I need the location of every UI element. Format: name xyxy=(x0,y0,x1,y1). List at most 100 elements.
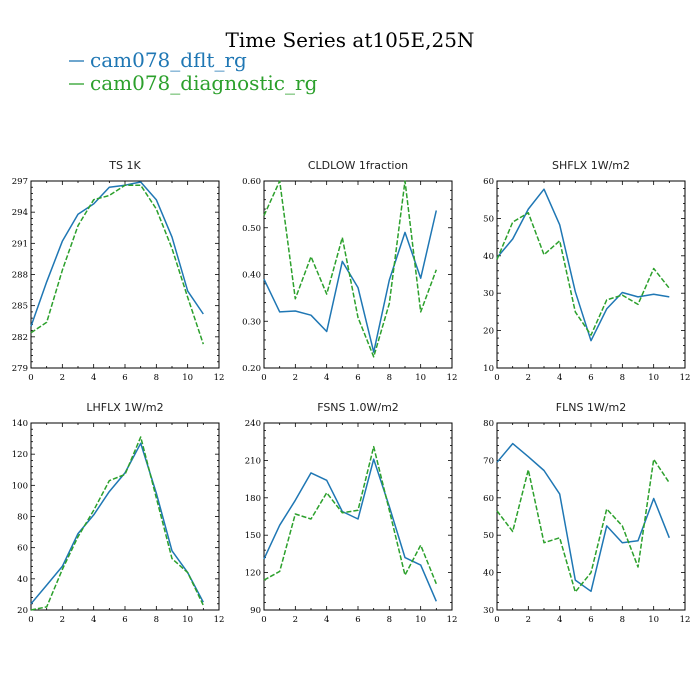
y-tick-label: 120 xyxy=(245,569,261,579)
x-tick-label: 4 xyxy=(324,373,329,383)
series-line-diagnostic xyxy=(30,436,204,611)
x-tick-label: 8 xyxy=(154,373,159,383)
panels-group: TS 1K0 2 4 6 8 10 12279282285288291294297CLDLO… xyxy=(12,159,691,625)
series-line-diagnostic xyxy=(263,445,437,585)
legend-label-diagnostic: cam078_diagnostic_rg xyxy=(90,71,318,95)
y-tick-label: 180 xyxy=(245,494,261,504)
x-tick-label: 10 xyxy=(648,373,659,383)
x-tick-label: 12 xyxy=(447,615,458,625)
series-line-dflt xyxy=(496,188,670,342)
x-tick-label: 10 xyxy=(182,373,193,383)
y-tick-label: 210 xyxy=(245,456,261,466)
panel-6: FLNS 1W/m2 0 2 4 6 8 10 12 30 40 50 60 70 80 xyxy=(483,401,690,625)
y-tick-label: 150 xyxy=(245,531,261,541)
x-tick-label: 2 xyxy=(526,373,531,383)
y-tick-label: 294 xyxy=(12,208,28,218)
x-tick-label: 0 xyxy=(261,373,266,383)
x-tick-label: 2 xyxy=(293,373,298,383)
x-tick-label: 8 xyxy=(620,373,625,383)
x-tick-label: 6 xyxy=(588,615,593,625)
y-tick-label: 279 xyxy=(12,364,28,374)
x-tick-label: 0 xyxy=(28,615,33,625)
x-tick-label: 12 xyxy=(680,615,691,625)
y-tick-label: 297 xyxy=(12,177,28,187)
x-tick-label: 10 xyxy=(415,615,426,625)
y-tick-label: 70 xyxy=(483,456,494,466)
panel-title: FSNS 1.0W/m2 xyxy=(317,401,399,414)
panel-2: CLDLOW 1fraction 0 2 4 6 8 10 12 0.20 0.30 0.40 0.5… xyxy=(242,159,457,383)
series-line-diagnostic xyxy=(30,184,205,345)
series-line-dflt xyxy=(496,442,670,593)
x-tick-label: 2 xyxy=(526,615,531,625)
y-tick-label: 140 xyxy=(12,419,28,429)
x-tick-label: 12 xyxy=(214,373,225,383)
y-tick-label: 30 xyxy=(483,289,494,299)
y-tick-label: 20 xyxy=(17,606,28,616)
x-tick-label: 4 xyxy=(91,373,96,383)
series-line-dflt xyxy=(30,442,204,605)
x-tick-label: 12 xyxy=(680,373,691,383)
x-tick-label: 4 xyxy=(324,615,329,625)
x-tick-label: 0 xyxy=(261,615,266,625)
y-tick-label: 288 xyxy=(12,271,28,281)
x-tick-label: 4 xyxy=(557,615,562,625)
x-tick-label: 12 xyxy=(447,373,458,383)
panel-title: FLNS 1W/m2 xyxy=(556,401,626,414)
series-line-diagnostic xyxy=(263,180,438,358)
panel-5: FSNS 1.0W/m2 0 2 4 6 8 10 12 90 120 150 180 210 240 xyxy=(245,401,458,625)
x-tick-label: 8 xyxy=(387,615,392,625)
panel-3: SHFLX 1W/m2 0 2 4 6 8 10 12 10 20 30 40 50 60 xyxy=(483,159,690,383)
x-tick-label: 6 xyxy=(122,615,127,625)
x-tick-label: 10 xyxy=(182,615,193,625)
x-tick-label: 0 xyxy=(28,373,33,383)
panel-4: LHFLX 1W/m2 0 2 4 6 8 10 12 20 40 60 80 100 120 140 xyxy=(12,401,225,625)
y-tick-label: 40 xyxy=(483,569,494,579)
x-tick-label: 10 xyxy=(415,373,426,383)
series-line-diagnostic xyxy=(496,212,670,336)
y-tick-label: 0.60 xyxy=(242,177,261,187)
x-tick-label: 0 xyxy=(494,373,499,383)
y-tick-label: 80 xyxy=(17,513,28,523)
x-tick-label: 8 xyxy=(154,615,159,625)
panel-title: CLDLOW 1fraction xyxy=(308,159,408,172)
x-tick-label: 4 xyxy=(557,373,562,383)
y-tick-label: 291 xyxy=(12,239,28,249)
panel-title: LHFLX 1W/m2 xyxy=(86,401,163,414)
legend: cam078_dflt_rg cam078_diagnostic_rg xyxy=(69,48,318,95)
panel-title: SHFLX 1W/m2 xyxy=(552,159,630,172)
y-tick-label: 120 xyxy=(12,450,28,460)
x-tick-label: 8 xyxy=(620,615,625,625)
series-line-dflt xyxy=(263,458,437,602)
panel-frame xyxy=(263,180,453,369)
y-tick-label: 60 xyxy=(17,544,28,554)
y-tick-label: 282 xyxy=(12,333,28,343)
figure-title: Time Series at105E,25N xyxy=(226,28,475,52)
y-tick-label: 0.40 xyxy=(242,271,261,281)
x-tick-label: 4 xyxy=(91,615,96,625)
y-tick-label: 240 xyxy=(245,419,261,429)
y-tick-label: 20 xyxy=(483,327,494,337)
y-tick-label: 0.50 xyxy=(242,224,261,234)
x-tick-label: 12 xyxy=(214,615,225,625)
series-line-diagnostic xyxy=(496,458,670,593)
y-tick-label: 50 xyxy=(483,531,494,541)
y-tick-label: 60 xyxy=(483,177,494,187)
y-tick-label: 285 xyxy=(12,302,28,312)
x-tick-label: 2 xyxy=(60,615,65,625)
x-tick-label: 6 xyxy=(355,615,360,625)
x-tick-label: 10 xyxy=(648,615,659,625)
x-tick-label: 2 xyxy=(293,615,298,625)
panel-1: TS 1K 0 2 4 6 8 10 12 279 282 285 288 291 294 297 xyxy=(12,159,225,383)
y-tick-label: 40 xyxy=(17,575,28,585)
series-line-dflt xyxy=(30,181,204,327)
y-tick-label: 40 xyxy=(483,252,494,262)
x-tick-label: 8 xyxy=(387,373,392,383)
y-tick-label: 60 xyxy=(483,494,494,504)
x-tick-label: 6 xyxy=(122,373,127,383)
y-tick-label: 80 xyxy=(483,419,494,429)
x-tick-label: 6 xyxy=(355,373,360,383)
y-tick-label: 50 xyxy=(483,214,494,224)
y-tick-label: 100 xyxy=(12,481,28,491)
legend-label-dflt: cam078_dflt_rg xyxy=(90,48,247,72)
